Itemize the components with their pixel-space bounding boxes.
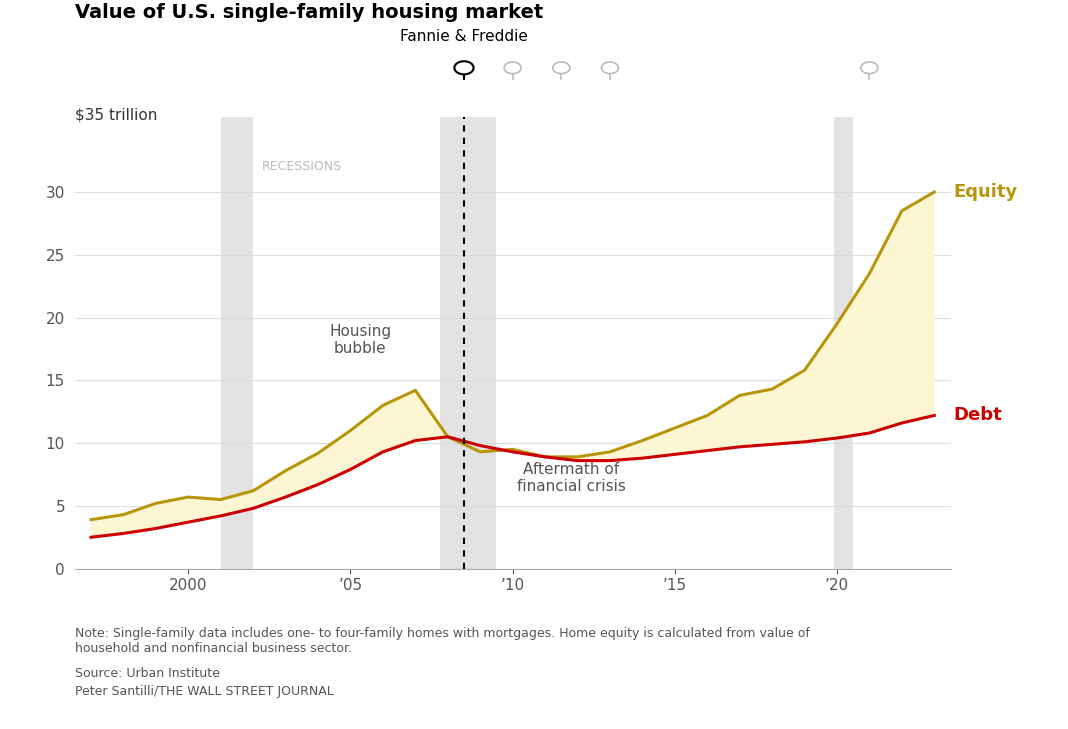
Bar (440, 117, 497, 569)
Text: Value of U.S. single-family housing market: Value of U.S. single-family housing mark… (75, 3, 543, 22)
Text: Equity: Equity (954, 183, 1018, 201)
Text: Aftermath of
financial crisis: Aftermath of financial crisis (517, 462, 626, 494)
Bar (834, 117, 853, 569)
Text: Note: Single-family data includes one- to four-family homes with mortgages. Home: Note: Single-family data includes one- t… (75, 627, 810, 655)
Text: Source: Urban Institute: Source: Urban Institute (75, 667, 220, 680)
Text: Debt: Debt (954, 407, 1003, 424)
Text: Housing
bubble: Housing bubble (329, 324, 391, 356)
Text: Peter Santilli/THE WALL STREET JOURNAL: Peter Santilli/THE WALL STREET JOURNAL (75, 685, 333, 698)
Text: $35 trillion: $35 trillion (75, 108, 157, 123)
Text: Fannie & Freddie: Fannie & Freddie (400, 28, 528, 44)
Text: RECESSIONS: RECESSIONS (262, 160, 342, 174)
Bar (221, 117, 253, 569)
